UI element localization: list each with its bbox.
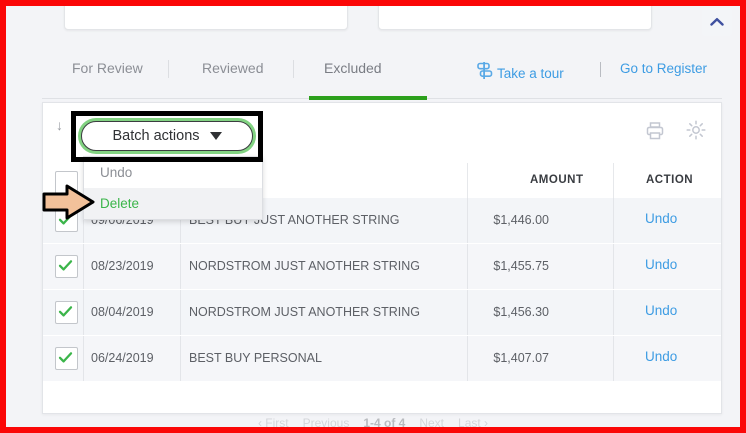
active-tab-underline (309, 96, 427, 100)
cell-date: 06/24/2019 (91, 351, 154, 365)
top-panel-strip: IN QUICKBOOKS IN QUICKBOOKS (6, 6, 740, 36)
row-checkbox[interactable] (55, 347, 78, 370)
cell-detail: NORDSTROM JUST ANOTHER STRING (189, 305, 421, 319)
cell-date: 08/23/2019 (91, 259, 154, 273)
row-column-divider (467, 244, 468, 289)
header-column-divider (613, 163, 614, 198)
cell-amount: $1,455.75 (493, 259, 549, 273)
cell-amount: $1,456.30 (493, 305, 549, 319)
row-column-divider (83, 290, 84, 335)
row-column-divider (83, 244, 84, 289)
tab-excluded[interactable]: Excluded (324, 60, 382, 76)
pagination-first[interactable]: ‹ First (257, 416, 289, 427)
table-row[interactable]: 08/04/2019 NORDSTROM JUST ANOTHER STRING… (43, 290, 721, 336)
tab-separator (293, 60, 294, 78)
go-to-register-link[interactable]: Go to Register (620, 61, 708, 76)
in-quickbooks-card-right: IN QUICKBOOKS (378, 6, 652, 30)
printer-icon[interactable] (645, 121, 665, 146)
row-column-divider (467, 290, 468, 335)
cell-detail: NORDSTROM JUST ANOTHER STRING (189, 259, 421, 273)
table-body: 09/06/2019 BEST BUY JUST ANOTHER STRING … (43, 198, 721, 382)
cell-amount: $1,407.07 (493, 351, 549, 365)
take-a-tour-label: Take a tour (497, 65, 564, 81)
column-header-action[interactable]: ACTION (646, 174, 694, 186)
row-column-divider (467, 336, 468, 381)
chevron-down-icon (209, 132, 222, 140)
batch-actions-menu: Undo Delete (83, 156, 263, 220)
gear-icon[interactable] (685, 119, 707, 146)
batch-actions-button[interactable]: Batch actions (81, 121, 253, 151)
header-link-divider (600, 62, 601, 77)
tab-for-review[interactable]: For Review (72, 60, 143, 76)
pagination-last[interactable]: Last › (458, 416, 489, 427)
signpost-icon (476, 61, 493, 85)
row-column-divider (613, 290, 614, 335)
row-column-divider (180, 244, 181, 289)
transactions-card: ↓ Batch actions (42, 102, 722, 414)
tab-reviewed[interactable]: Reviewed (202, 60, 264, 76)
pagination-next[interactable]: Next (419, 416, 445, 427)
cell-amount: $1,446.00 (493, 213, 549, 227)
tab-separator (168, 60, 169, 78)
header-column-divider (467, 163, 468, 198)
row-column-divider (83, 336, 84, 381)
batch-actions-label: Batch actions (112, 128, 200, 144)
right-arrow-pointer-icon (41, 183, 97, 226)
row-column-divider (467, 198, 468, 243)
row-column-divider (613, 198, 614, 243)
table-toolbar: ↓ Batch actions (43, 103, 721, 163)
tabs-bar: For Review Reviewed Excluded Take a tour… (6, 46, 740, 102)
menu-item-delete[interactable]: Delete (84, 188, 262, 219)
collapse-panel-button[interactable] (702, 8, 732, 36)
column-header-amount[interactable]: AMOUNT (530, 174, 584, 186)
row-undo-link[interactable]: Undo (645, 349, 678, 364)
row-column-divider (83, 198, 84, 243)
table-row[interactable]: 06/24/2019 BEST BUY PERSONAL $1,407.07 U… (43, 336, 721, 382)
row-undo-link[interactable]: Undo (645, 303, 678, 318)
filter-toggle-icon[interactable]: ↓ (56, 117, 63, 133)
row-column-divider (180, 290, 181, 335)
pagination-previous[interactable]: Previous (302, 416, 350, 427)
menu-item-undo[interactable]: Undo (100, 165, 133, 180)
in-quickbooks-card-left: IN QUICKBOOKS (64, 6, 348, 30)
take-a-tour-link[interactable]: Take a tour (476, 61, 564, 85)
row-column-divider (180, 198, 181, 243)
row-undo-link[interactable]: Undo (645, 211, 678, 226)
chevron-up-icon (710, 17, 724, 27)
cell-date: 08/04/2019 (91, 305, 154, 319)
row-column-divider (613, 244, 614, 289)
row-checkbox[interactable] (55, 301, 78, 324)
pagination-count: 1-4 of 4 (363, 416, 406, 427)
row-column-divider (180, 336, 181, 381)
row-column-divider (613, 336, 614, 381)
row-undo-link[interactable]: Undo (645, 257, 678, 272)
row-checkbox[interactable] (55, 255, 78, 278)
pagination: ‹ First Previous 1-4 of 4 Next Last › (6, 416, 740, 427)
page-content: IN QUICKBOOKS IN QUICKBOOKS For (6, 6, 740, 427)
cell-detail: BEST BUY PERSONAL (189, 351, 322, 365)
table-row[interactable]: 08/23/2019 NORDSTROM JUST ANOTHER STRING… (43, 244, 721, 290)
